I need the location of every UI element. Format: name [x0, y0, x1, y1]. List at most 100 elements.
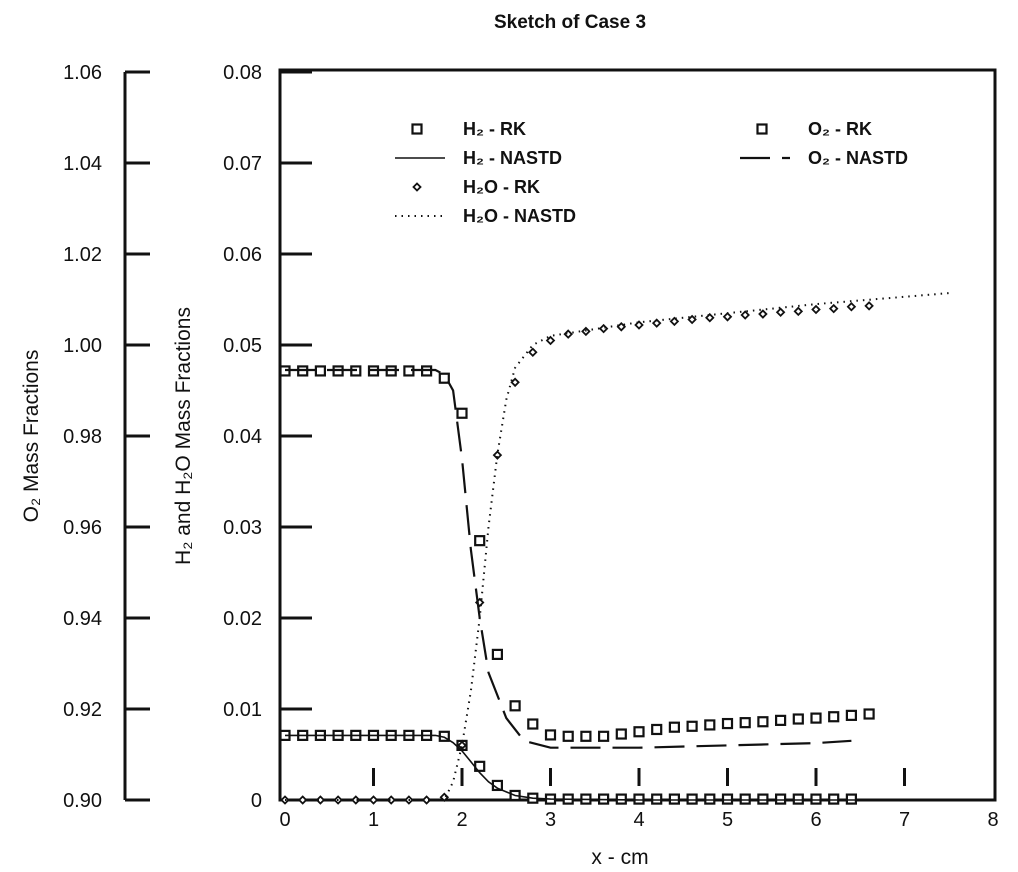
data-point: [651, 723, 663, 736]
data-point: [828, 793, 840, 805]
data-point: [686, 793, 698, 805]
legend-label: H₂ - RK: [463, 119, 526, 139]
data-point: [651, 318, 662, 328]
data-point: [668, 721, 681, 733]
right-y-tick-label: 0.02: [223, 608, 262, 630]
left-y-tick-label: 0.98: [63, 426, 102, 448]
right-y-tick-label: 0.06: [223, 244, 262, 266]
plot-frame: [278, 68, 997, 802]
legend: H₂ - RK H₂ - NASTD H₂O - RK H₂O - NASTD O₂ -…: [395, 119, 908, 226]
data-point: [846, 302, 857, 312]
data-point: [651, 793, 663, 805]
legend-label: O₂ - NASTD: [808, 148, 908, 168]
data-point: [597, 730, 610, 742]
data-point: [528, 347, 538, 358]
data-point: [757, 793, 769, 805]
right-y-tick-label: 0.07: [223, 153, 262, 175]
data-point: [705, 312, 715, 323]
x-tick-label: 6: [810, 809, 821, 831]
left-y-tick-label: 1.02: [63, 244, 102, 266]
data-point: [351, 795, 361, 805]
data-point: [492, 450, 503, 460]
data-point: [721, 717, 734, 730]
data-point: [491, 648, 503, 661]
data-point: [545, 335, 556, 346]
right-y-tick-label: 0: [251, 790, 262, 812]
x-tick-label: 7: [899, 809, 910, 831]
data-point: [792, 713, 804, 725]
data-point: [615, 728, 627, 740]
series-o-rk: [279, 365, 875, 742]
data-point: [368, 795, 379, 805]
data-point: [792, 793, 804, 805]
data-point: [740, 310, 750, 320]
legend-marker: [411, 123, 423, 135]
data-point: [863, 708, 875, 720]
legend-marker: [756, 123, 768, 135]
data-point: [457, 740, 467, 751]
data-point: [864, 301, 874, 311]
data-point: [722, 312, 733, 322]
right-y-tick-label: 0.08: [223, 62, 262, 84]
series-h-o-nastd: [285, 292, 949, 801]
data-point: [687, 314, 697, 325]
data-point: [456, 407, 468, 419]
data-point: [686, 720, 698, 732]
x-axis-label: x - cm: [591, 846, 648, 869]
data-point: [669, 316, 680, 327]
left-y-tick-label: 1.00: [63, 335, 102, 357]
data-point: [811, 304, 821, 315]
data-point: [509, 700, 521, 712]
data-point: [314, 365, 326, 377]
data-point: [739, 717, 751, 729]
left-y-tick-label: 0.94: [63, 608, 102, 630]
data-point: [828, 303, 839, 314]
x-tick-label: 3: [545, 809, 556, 831]
data-point: [757, 716, 769, 728]
data-point: [704, 793, 716, 805]
left-y-tick-label: 1.06: [63, 62, 102, 84]
data-point: [828, 711, 840, 723]
series-line: [285, 368, 852, 749]
data-point: [758, 309, 768, 319]
data-point: [562, 730, 574, 742]
data-point: [297, 795, 308, 805]
left-y-tick-label: 0.92: [63, 699, 102, 721]
x-tick-label: 1: [368, 809, 379, 831]
data-point: [633, 726, 645, 738]
chart-title: Sketch of Case 3: [494, 12, 646, 33]
right-y-tick-label: 0.04: [223, 426, 262, 448]
data-point: [580, 730, 592, 742]
legend-label: O₂ - RK: [808, 119, 872, 139]
left-y-tick-label: 0.96: [63, 517, 102, 539]
data-point: [386, 795, 396, 805]
legend-label: H₂O - NASTD: [463, 206, 576, 226]
legend-marker: [412, 182, 422, 192]
data-point: [845, 709, 858, 721]
series-h-o-rk: [280, 301, 874, 805]
right-axis-label: H₂ and H₂O Mass Fractions: [172, 307, 195, 565]
data-point: [845, 793, 858, 805]
data-point: [598, 323, 609, 334]
data-point: [510, 377, 520, 388]
series-h-nastd: [285, 734, 993, 801]
data-point: [774, 793, 787, 805]
right-y-tick-label: 0.01: [223, 699, 262, 721]
data-point: [527, 718, 539, 730]
data-point: [810, 793, 822, 805]
data-point: [739, 793, 751, 805]
x-tick-label: 2: [456, 809, 467, 831]
left-y-tick-label: 1.04: [63, 153, 102, 175]
x-tick-label: 5: [722, 809, 733, 831]
left-axis-label: O₂ Mass Fractions: [20, 350, 43, 523]
data-point: [668, 793, 681, 805]
data-point: [793, 306, 804, 317]
left-y-tick-label: 0.90: [63, 790, 102, 812]
series-line: [285, 292, 949, 801]
x-tick-label: 4: [633, 809, 644, 831]
data-point: [315, 795, 326, 805]
data-point: [721, 793, 734, 805]
legend-label: H₂O - RK: [463, 177, 540, 197]
right-y-tick-label: 0.05: [223, 335, 262, 357]
